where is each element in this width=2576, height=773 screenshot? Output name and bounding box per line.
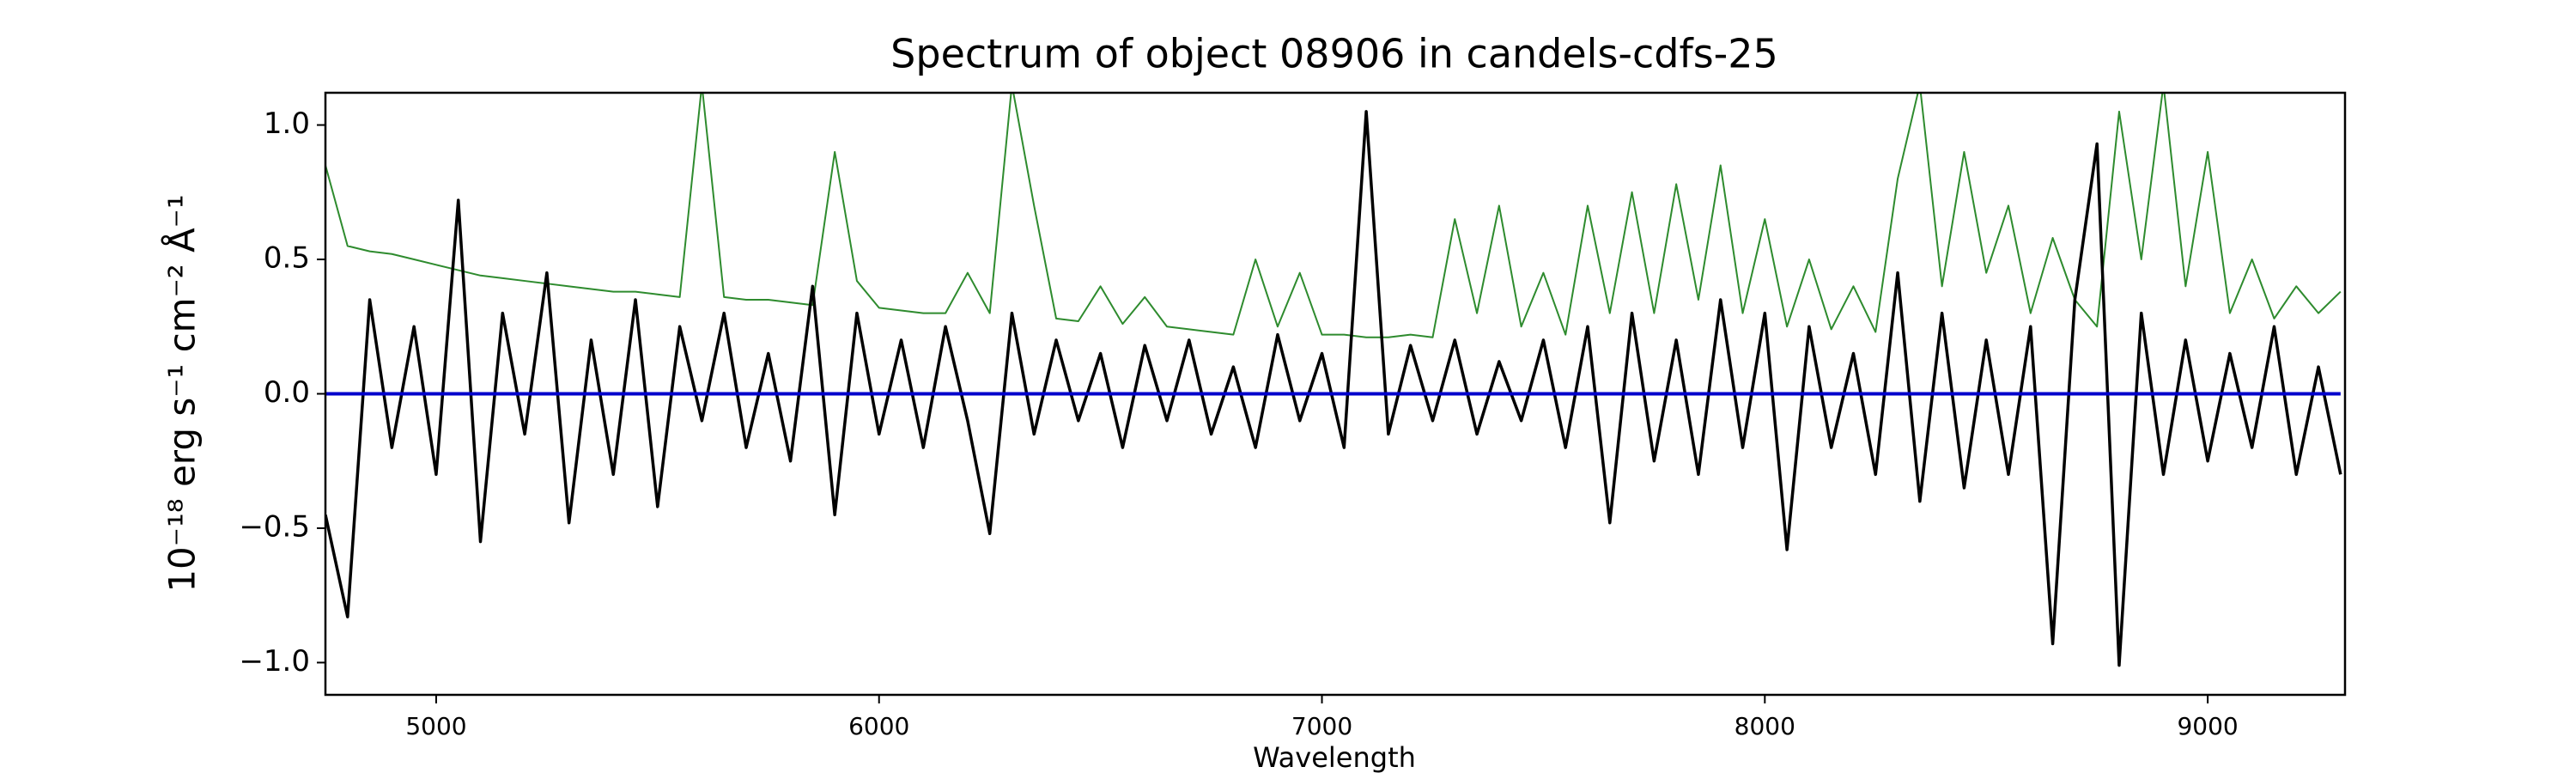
spectrum-line — [325, 93, 2342, 338]
x-tick-label: 7000 — [1291, 712, 1352, 740]
x-tick-label: 5000 — [405, 712, 466, 740]
chart-title: Spectrum of object 08906 in candels-cdfs… — [890, 31, 1778, 77]
x-tick-label: 9000 — [2177, 712, 2238, 740]
x-tick-label: 8000 — [1735, 712, 1795, 740]
y-tick-label: −0.5 — [239, 509, 310, 544]
y-tick-label: 1.0 — [264, 107, 310, 141]
plot-area — [325, 93, 2342, 667]
spectrum-line — [325, 110, 2342, 667]
x-tick-label: 6000 — [848, 712, 909, 740]
y-axis-label: 10⁻¹⁸ erg s⁻¹ cm⁻² Å⁻¹ — [161, 194, 204, 592]
y-tick-label: −1.0 — [239, 644, 310, 679]
x-axis-label: Wavelength — [1253, 741, 1416, 773]
y-tick-label: 0.5 — [264, 241, 310, 276]
y-tick-label: 0.0 — [264, 375, 310, 410]
